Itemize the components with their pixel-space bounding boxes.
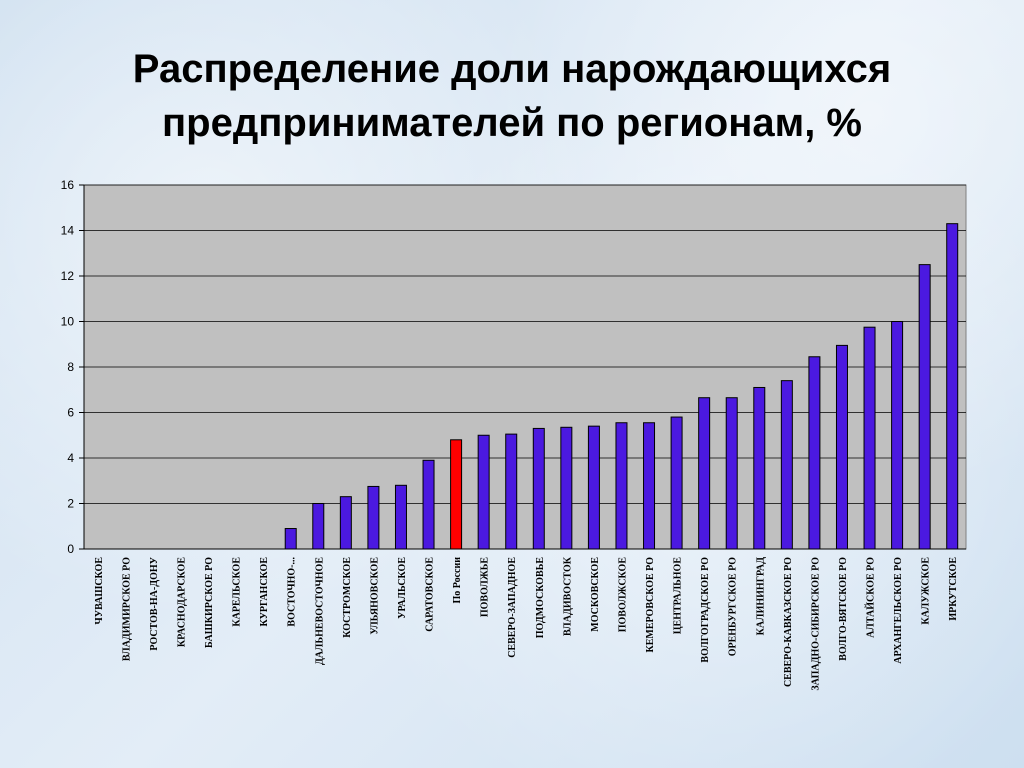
bar <box>422 459 435 550</box>
bar <box>670 416 683 550</box>
y-tick-label: 16 <box>61 178 75 192</box>
bar <box>312 503 325 550</box>
bar-highlight <box>450 439 463 550</box>
x-tick-label: САРАТОВСКОЕ <box>425 557 436 632</box>
bar <box>725 397 738 550</box>
bar <box>780 380 793 550</box>
y-tick-label: 14 <box>61 224 75 238</box>
bar <box>615 422 628 550</box>
x-tick-label: БАШКИРСКОЕ РО <box>204 557 215 648</box>
bar <box>532 427 545 550</box>
y-tick-label: 2 <box>67 497 74 511</box>
x-tick-label: ВЛАДИВОСТОК <box>562 556 573 636</box>
bar <box>753 386 766 550</box>
y-tick-label: 4 <box>67 451 74 465</box>
bar <box>643 422 656 550</box>
x-tick-label: УРАЛЬСКОЕ <box>397 557 408 619</box>
x-tick-label: КОСТРОМСКОЕ <box>342 557 353 638</box>
x-tick-label: МОСКОВСКОЕ <box>590 557 601 632</box>
y-tick-label: 12 <box>61 269 75 283</box>
x-tick-label: СЕВЕРО-КАВКАЗСКОЕ РО <box>783 557 794 687</box>
x-tick-label: КЕМЕРОВСКОЕ РО <box>645 557 656 653</box>
x-tick-label: АЛТАЙСКОЕ РО <box>865 557 877 638</box>
x-tick-label: АРХАНГЕЛЬСКОЕ РО <box>893 557 904 664</box>
bar <box>808 356 821 550</box>
bar <box>835 344 848 550</box>
bar <box>505 433 518 550</box>
y-tick-label: 10 <box>61 315 75 329</box>
slide-title-line-1: Распределение доли нарождающихся <box>132 47 892 91</box>
x-tick-label: ДАЛЬНЕВОСТОЧНОЕ <box>314 557 325 665</box>
bar <box>367 485 380 550</box>
x-tick-label: ВОСТОЧНО-... <box>287 557 298 627</box>
bar <box>339 496 352 550</box>
bar <box>587 425 600 550</box>
x-tick-label: ОРЕНБУРГСКОЕ РО <box>728 557 739 656</box>
x-tick-label: ВОЛГО-ВЯТСКОЕ РО <box>838 557 849 661</box>
bar <box>698 397 711 550</box>
x-tick-label: По России <box>452 557 463 604</box>
x-tick-label: КАЛИНИНГРАД <box>755 557 766 635</box>
x-tick-label: СЕВЕРО-ЗАПАДНОЕ <box>507 557 518 658</box>
bar <box>394 484 407 550</box>
x-tick-label: ЗАПАДНО-СИБИРСКОЕ РО <box>810 557 821 691</box>
x-tick-label: ВЛАДИМИРСКОЕ РО <box>121 557 132 661</box>
x-tick-label: ПОВОЛЖЬЕ <box>480 557 491 617</box>
bar <box>891 321 904 550</box>
bar <box>946 223 959 550</box>
x-tick-label: КУРГАНСКОЕ <box>259 557 270 627</box>
x-tick-label: УЛЬЯНОВСКОЕ <box>369 557 380 635</box>
bar <box>477 434 490 550</box>
x-tick-label: РОСТОВ-НА-ДОНУ <box>149 556 160 650</box>
x-tick-label: ЦЕНТРАЛЬНОЕ <box>673 557 684 635</box>
slide-title-line-2: предпринимателей по регионам, % <box>162 101 862 145</box>
y-tick-label: 6 <box>67 406 74 420</box>
bar <box>284 528 297 550</box>
x-tick-label: ПОВОЛЖСКОЕ <box>617 557 628 633</box>
x-axis-ticks: ЧУВАШСКОЕ ВЛАДИМИРСКОЕ РО РОСТОВ-НА-ДОНУ КР… <box>94 556 959 690</box>
x-tick-label: КАЛУЖСКОЕ <box>921 557 932 625</box>
x-tick-label: ЧУВАШСКОЕ <box>94 557 105 625</box>
x-tick-label: КРАСНОДАРСКОЕ <box>176 557 187 647</box>
bar <box>560 426 573 550</box>
y-tick-label: 8 <box>67 360 74 374</box>
slide-title: Распределение доли нарождающихся предпри… <box>0 42 1024 150</box>
x-tick-label: КАРЕЛЬСКОЕ <box>232 557 243 627</box>
bars <box>284 223 959 550</box>
y-tick-label: 0 <box>67 542 74 556</box>
x-tick-label: ПОДМОСКОВЬЕ <box>535 557 546 639</box>
bar <box>918 264 931 550</box>
bar <box>863 326 876 550</box>
x-tick-label: ИРКУТСКОЕ <box>948 557 959 621</box>
y-axis-ticks: 0 2 4 6 8 10 12 14 16 <box>61 178 75 556</box>
x-tick-label: ВОЛГОГРАДСКОЕ РО <box>700 557 711 663</box>
